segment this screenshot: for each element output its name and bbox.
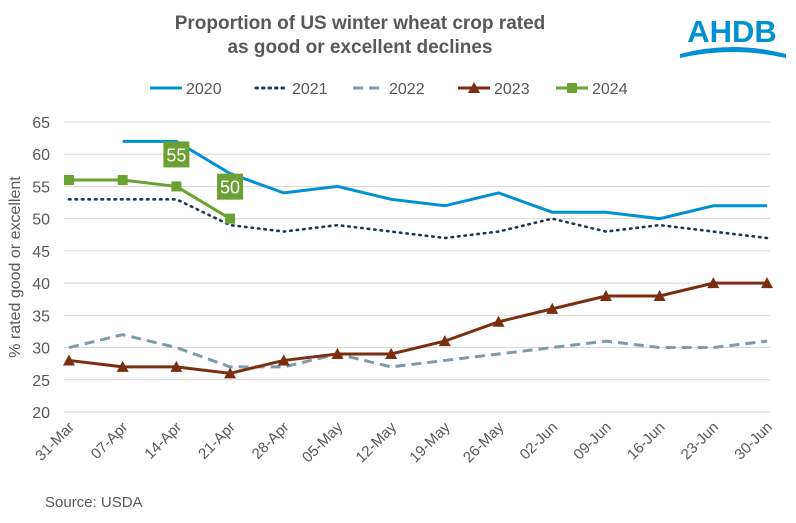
legend-label: 2022 [389,81,425,98]
data-point-2024 [225,213,236,224]
legend-item-2022: 2022 [353,81,425,98]
series-line-2022 [68,333,768,369]
x-tick-label: 31-Mar [32,419,78,465]
data-point-2024 [64,175,74,185]
data-point-2023 [707,277,720,289]
x-tick-label: 07-Apr [88,419,132,463]
legend-marker [468,82,480,93]
y-tick-label: 40 [32,276,50,293]
data-point-2023 [170,360,183,372]
data-point-2023 [63,354,75,366]
legend-label: 2020 [186,81,222,98]
series-2022 [68,333,768,369]
data-point-2023 [385,348,398,359]
data-point-2023 [599,290,612,301]
x-tick-label: 05-May [299,418,347,466]
y-tick-label: 30 [32,341,50,358]
series-line-2021 [67,198,769,240]
series-2024 [64,175,236,224]
data-point-2023 [546,302,559,314]
chart-title: Proportion of US winter wheat crop rated… [110,12,610,60]
chart-title-line-1: Proportion of US winter wheat crop rated [174,13,546,34]
series-line-2023 [68,281,767,375]
data-label-box [163,141,190,168]
legend-item-2023: 2023 [458,81,530,98]
svg-text:AHDB: AHDB [687,14,777,49]
legend-label: 2023 [494,81,530,98]
series-2021 [67,198,769,240]
y-tick-label: 35 [32,308,50,325]
series-2020 [122,139,768,221]
ahdb-logo: AHDB [680,14,786,58]
x-tick-label: 02-Jun [517,419,561,463]
x-tick-label: 23-Jun [678,419,722,463]
x-tick-label: 14-Apr [141,419,185,463]
chart-title-line-2: as good or excellent declines [227,37,493,58]
x-tick-label: 21-Apr [195,419,239,463]
y-tick-label: 20 [32,405,50,422]
y-tick-label: 60 [32,147,50,164]
x-tick-label: 28-Apr [249,419,293,463]
legend-label: 2024 [592,81,628,98]
x-tick-label: 12-May [353,418,401,466]
data-label: 55 [166,145,186,165]
data-point-2023 [116,360,129,372]
series-line-2024 [69,178,231,220]
x-tick-label: 30-Jun [731,419,775,463]
y-tick-label: 25 [32,373,50,390]
y-axis-label: % rated good or excellent [7,176,24,358]
x-tick-label: 19-May [406,418,454,466]
data-point-2023 [492,315,505,327]
y-tick-label: 45 [32,244,50,261]
data-point-2023 [761,277,773,289]
legend-item-2020: 2020 [150,81,222,98]
y-tick-label: 55 [32,179,50,196]
legend-item-2021: 2021 [254,81,328,98]
y-tick-label: 50 [32,212,50,229]
legend-marker [567,83,577,93]
data-point-2023 [277,354,290,366]
x-tick-label: 09-Jun [570,419,614,463]
data-point-2023 [224,367,237,379]
data-point-2023 [331,348,344,359]
y-tick-label: 65 [32,115,50,132]
x-tick-label: 16-Jun [624,419,668,463]
data-point-2024 [117,175,128,185]
data-label: 50 [220,178,240,198]
x-tick-label: 26-May [460,418,508,466]
data-point-2023 [438,335,451,347]
data-label-box [217,173,244,200]
legend-label: 2021 [292,81,328,98]
series-2023 [63,277,773,379]
source-note: Source: USDA [45,494,143,511]
data-point-2023 [653,290,666,301]
data-point-2024 [171,181,182,192]
legend-item-2024: 2024 [556,81,628,98]
